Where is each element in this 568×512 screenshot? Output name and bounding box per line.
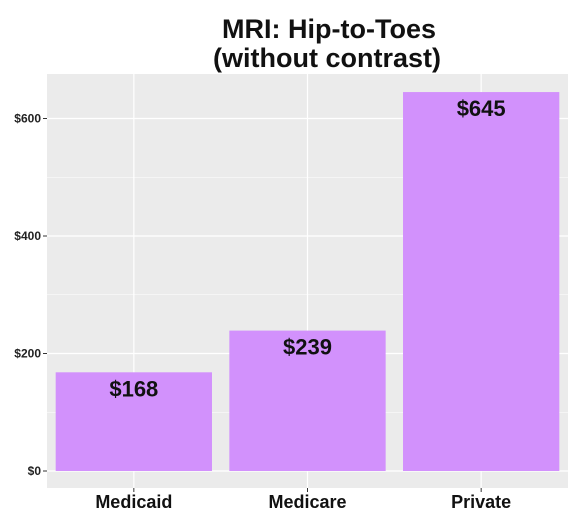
chart-title-line-1: MRI: Hip-to-Toes [222,14,436,44]
data-label: $168 [109,376,158,401]
data-labels: $168 $239 $645 [109,96,505,401]
y-tick-label: $200 [14,347,41,361]
data-label: $645 [457,96,506,121]
data-label: $239 [283,335,332,360]
axis-ticks: Medicaid Medicare Private $0 $200 $400 $600 [14,112,511,512]
bar-medicare [229,330,386,471]
y-tick-label: $0 [28,464,42,478]
bar-private [403,92,560,471]
x-tick-label: Private [451,492,511,512]
chart-title-line-2: (without contrast) [213,43,441,73]
y-tick-label: $400 [14,229,41,243]
x-tick-label: Medicaid [95,492,172,512]
y-tick-label: $600 [14,112,41,126]
x-tick-label: Medicare [268,492,346,512]
bars [55,92,560,471]
bar-medicaid [55,372,212,471]
